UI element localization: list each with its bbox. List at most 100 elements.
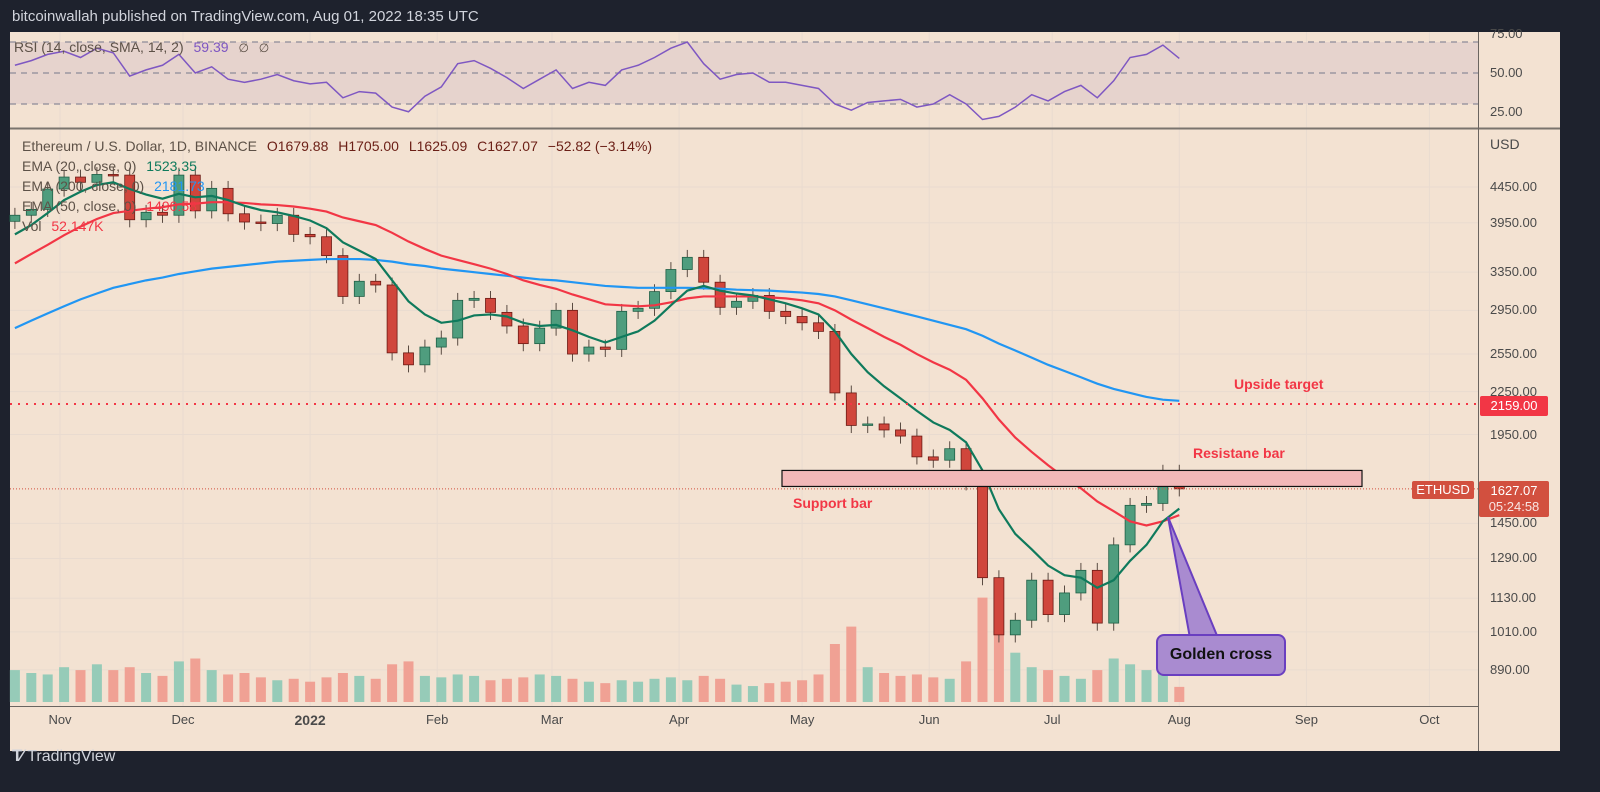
volume-bar [1092,670,1103,702]
candle [550,309,562,329]
time-tick: May [789,712,815,727]
candle [714,281,726,308]
candle [468,297,480,301]
rsi-pane [14,41,1180,121]
volume-bar [108,670,119,702]
candle [1009,619,1021,636]
price-tick: 2250.00 [1490,383,1537,399]
volume-bar [501,678,512,702]
candle [862,423,874,426]
ema200-label: EMA (200, close, 0) [22,178,145,194]
rsi-line [14,41,1180,121]
candle [911,435,923,458]
volume-bar [633,681,644,702]
volume-legend[interactable]: Vol 52.147K [22,218,110,234]
candle [419,346,431,366]
candle [517,325,529,345]
candle [370,280,382,286]
volume-bar [583,681,594,702]
time-tick: Dec [171,712,195,727]
volume-bar [846,626,857,702]
price-tick: 1950.00 [1490,426,1537,442]
candle [304,233,316,238]
candle [813,322,824,332]
candle [107,174,119,177]
tradingview-logo-icon: T⁄ [12,746,23,765]
volume-bar [436,677,447,702]
tradingview-logo[interactable]: T⁄ TradingView [12,746,115,766]
candle [698,256,710,283]
candle [845,392,857,426]
drawings[interactable] [10,402,1478,639]
ema20-legend[interactable]: EMA (20, close, 0) 1523.35 [22,158,203,174]
candle [386,284,398,354]
time-tick: Mar [540,712,564,727]
time-tick: 2022 [294,712,326,728]
volume-bar [419,675,430,702]
rsi-legend-value: 59.39 [193,39,229,55]
candle [9,214,21,222]
candle [271,214,283,224]
change-value: −52.82 (−3.14%) [547,138,653,154]
volume-bar [452,674,463,702]
upside-target-label: Upside target [1234,376,1324,392]
volume-bar [829,644,840,702]
candle [353,280,365,297]
volume-bar [715,678,726,702]
price-tick: 4450.00 [1490,179,1537,194]
rsi-levels [10,41,1478,105]
last-price: 1627.07 [1490,483,1538,498]
volume-bar [813,674,824,702]
volume-bar [993,615,1004,702]
volume-bar [862,667,873,702]
candle [616,310,628,350]
ema200-legend[interactable]: EMA (200, close, 0) 2181.73 [22,178,211,194]
volume-bar [1010,652,1021,702]
ema200-line [14,257,1180,402]
ema50-value: 1490.58 [146,198,197,214]
volume-bar [682,680,693,702]
volume-bar [1141,670,1152,702]
symbol-badge: ETHUSD [1412,481,1474,499]
time-tick: Aug [1167,712,1191,727]
candle [665,269,677,293]
candle [1042,579,1054,615]
symbol-title[interactable]: Ethereum / U.S. Dollar, 1D, BINANCE [22,138,257,154]
open-value: O1679.88 [266,138,329,154]
volume-bar [239,673,250,702]
volume-bar [272,680,283,702]
tradingview-logo-text: TradingView [27,748,116,765]
candle [583,346,595,355]
high-value: H1705.00 [338,138,399,154]
volume-bar [764,683,775,702]
candle [91,174,103,183]
candle [796,316,808,324]
resistance-support-zone [781,469,1363,488]
last-price-badge: 1627.07 05:24:58 [1479,481,1549,517]
volume-bar [403,661,414,702]
golden-cross-callout[interactable]: Golden cross [1156,634,1286,676]
price-tick: 1010.00 [1490,623,1537,639]
volume-bar [911,674,922,702]
volume-bar [1059,675,1070,702]
rsi-legend-label: RSI (14, close, SMA, 14, 2) [14,39,184,55]
candle [829,330,841,394]
volume-bar [780,681,791,702]
volume-bar [1075,678,1086,702]
rsi-tick: 25.00 [1490,103,1523,119]
ema20-value: 1523.35 [146,158,197,174]
volume-bar [288,678,299,702]
volume-bar [387,664,398,702]
price-tick: 1450.00 [1490,515,1537,531]
volume-bar [337,673,348,702]
ema50-legend[interactable]: EMA (50, close, 0) 1490.58 [22,198,203,214]
candle [1141,502,1152,506]
volume-bar [206,670,217,702]
time-tick: Apr [668,712,690,727]
volume-bar [141,673,152,702]
time-tick: Nov [48,712,72,727]
volume-bar [91,664,102,702]
low-value: L1625.09 [408,138,468,154]
support-bar-label: Support bar [793,495,873,511]
